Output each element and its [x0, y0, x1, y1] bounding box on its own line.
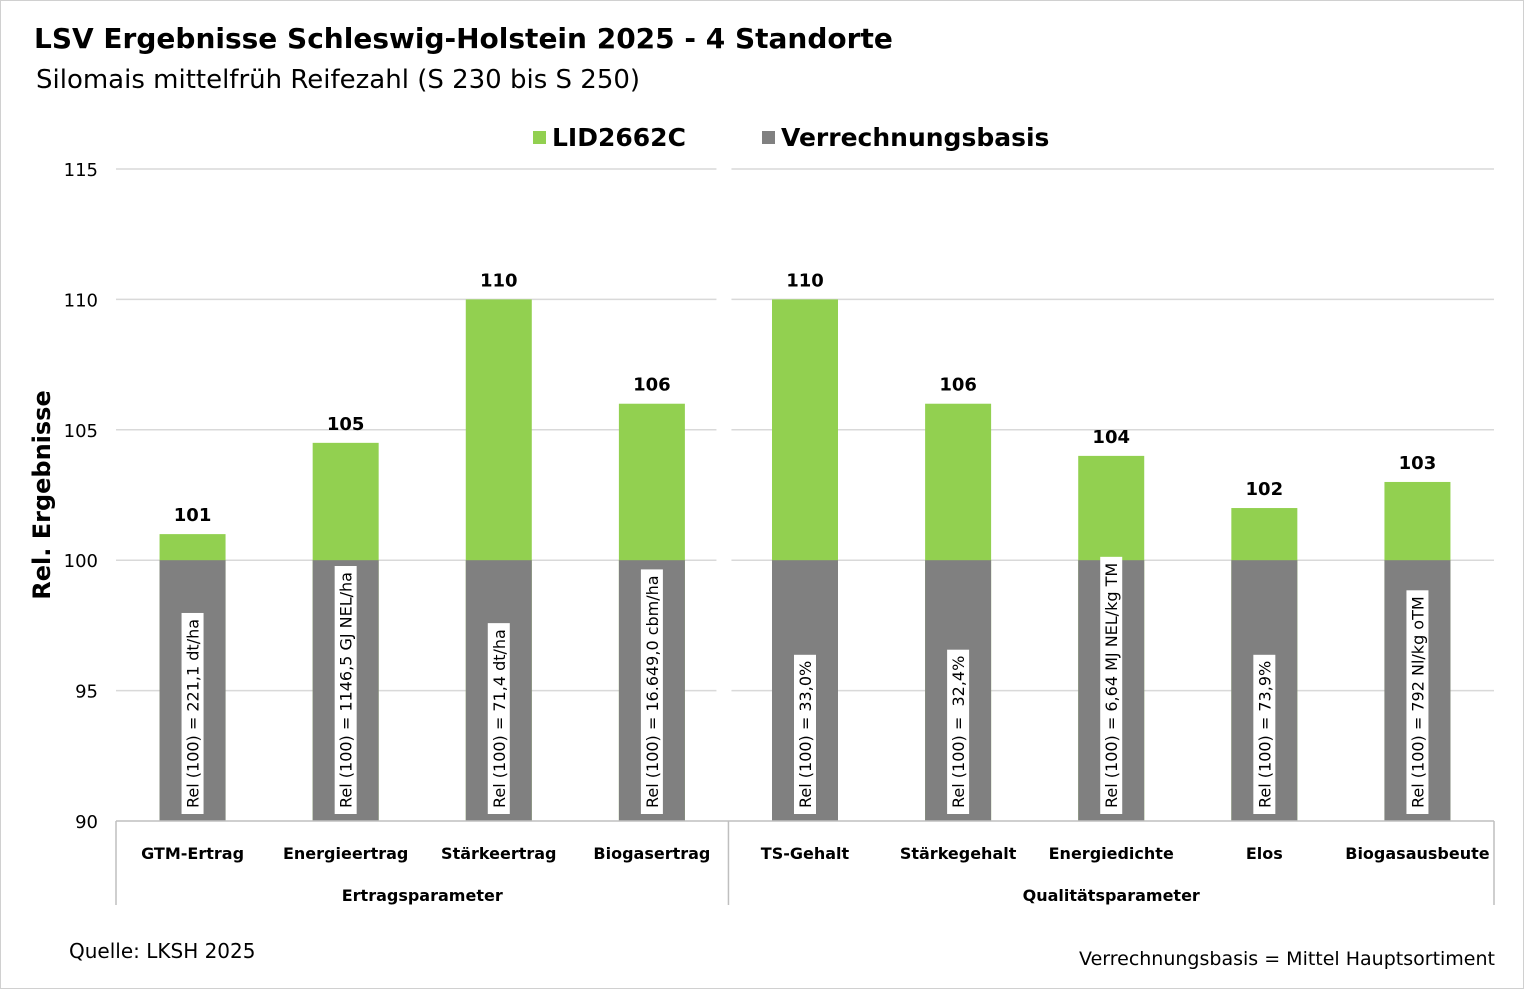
legend-label: LID2662C [552, 123, 686, 152]
x-tick-label: Energieertrag [283, 844, 408, 863]
bar-label-box [1100, 556, 1123, 814]
group-label: Ertragsparameter [342, 886, 503, 905]
bar-label-box [1406, 590, 1429, 814]
x-tick-label: Stärkeertrag [441, 844, 556, 863]
x-tick-label: GTM-Ertrag [141, 844, 244, 863]
bar-label: Rel (100) = 71,4 dt/ha [490, 629, 509, 808]
data-label: 106 [939, 375, 977, 396]
chart-subtitle: Silomais mittelfrüh Reifezahl (S 230 bis… [36, 65, 640, 95]
legend-swatch [533, 131, 546, 144]
y-tick-label: 105 [64, 421, 98, 442]
x-tick-label: Energiedichte [1049, 844, 1174, 863]
bar-label-box [487, 623, 510, 814]
bar-label-box [334, 566, 357, 814]
group-label: Qualitätsparameter [1023, 886, 1200, 905]
note: Verrechnungsbasis = Mittel Hauptsortimen… [1079, 948, 1495, 970]
data-label: 106 [633, 375, 671, 396]
x-tick-label: Stärkegehalt [900, 844, 1017, 863]
y-tick-label: 100 [64, 551, 98, 572]
data-label: 101 [174, 505, 212, 526]
bar-label-box [181, 612, 204, 814]
data-label: 102 [1246, 479, 1284, 500]
y-axis-label: Rel. Ergebnisse [28, 390, 56, 599]
data-label: 104 [1092, 427, 1130, 448]
legend-swatch [762, 131, 775, 144]
y-tick-label: 115 [64, 160, 98, 181]
legend-label: Verrechnungsbasis [781, 123, 1049, 152]
bar-label-box [1253, 654, 1276, 814]
bar-label: Rel (100) = 73,9% [1255, 661, 1274, 808]
y-tick-label: 95 [75, 682, 98, 703]
bar-label-box [794, 654, 816, 814]
data-label: 103 [1399, 453, 1437, 474]
x-tick-label: Elos [1246, 844, 1283, 863]
bar-label-box [640, 569, 663, 814]
bar-label: Rel (100) = 792 Nl/kg oTM [1408, 596, 1427, 808]
y-tick-label: 90 [75, 812, 98, 833]
y-tick-label: 110 [64, 290, 98, 311]
bar-label: Rel (100) = 32,4% [949, 656, 968, 808]
data-label: 105 [327, 414, 365, 435]
bar-label: Rel (100) = 16.649,0 cbm/ha [643, 575, 662, 808]
data-label: 110 [480, 270, 518, 291]
data-label: 110 [786, 270, 824, 291]
x-tick-label: TS-Gehalt [761, 844, 850, 863]
bar-label: Rel (100) = 1146,5 GJ NEL/ha [337, 572, 356, 808]
chart-title: LSV Ergebnisse Schleswig-Holstein 2025 -… [34, 22, 893, 55]
bar-label: Rel (100) = 221,1 dt/ha [184, 619, 203, 808]
x-tick-label: Biogasausbeute [1345, 844, 1490, 863]
bar-label-box [947, 649, 970, 814]
x-tick-label: Biogasertrag [593, 844, 710, 863]
bar-label: Rel (100) = 6,64 MJ NEL/kg TM [1102, 563, 1121, 808]
bar-label: Rel (100) = 33,0% [796, 661, 815, 808]
source: Quelle: LKSH 2025 [69, 939, 255, 963]
